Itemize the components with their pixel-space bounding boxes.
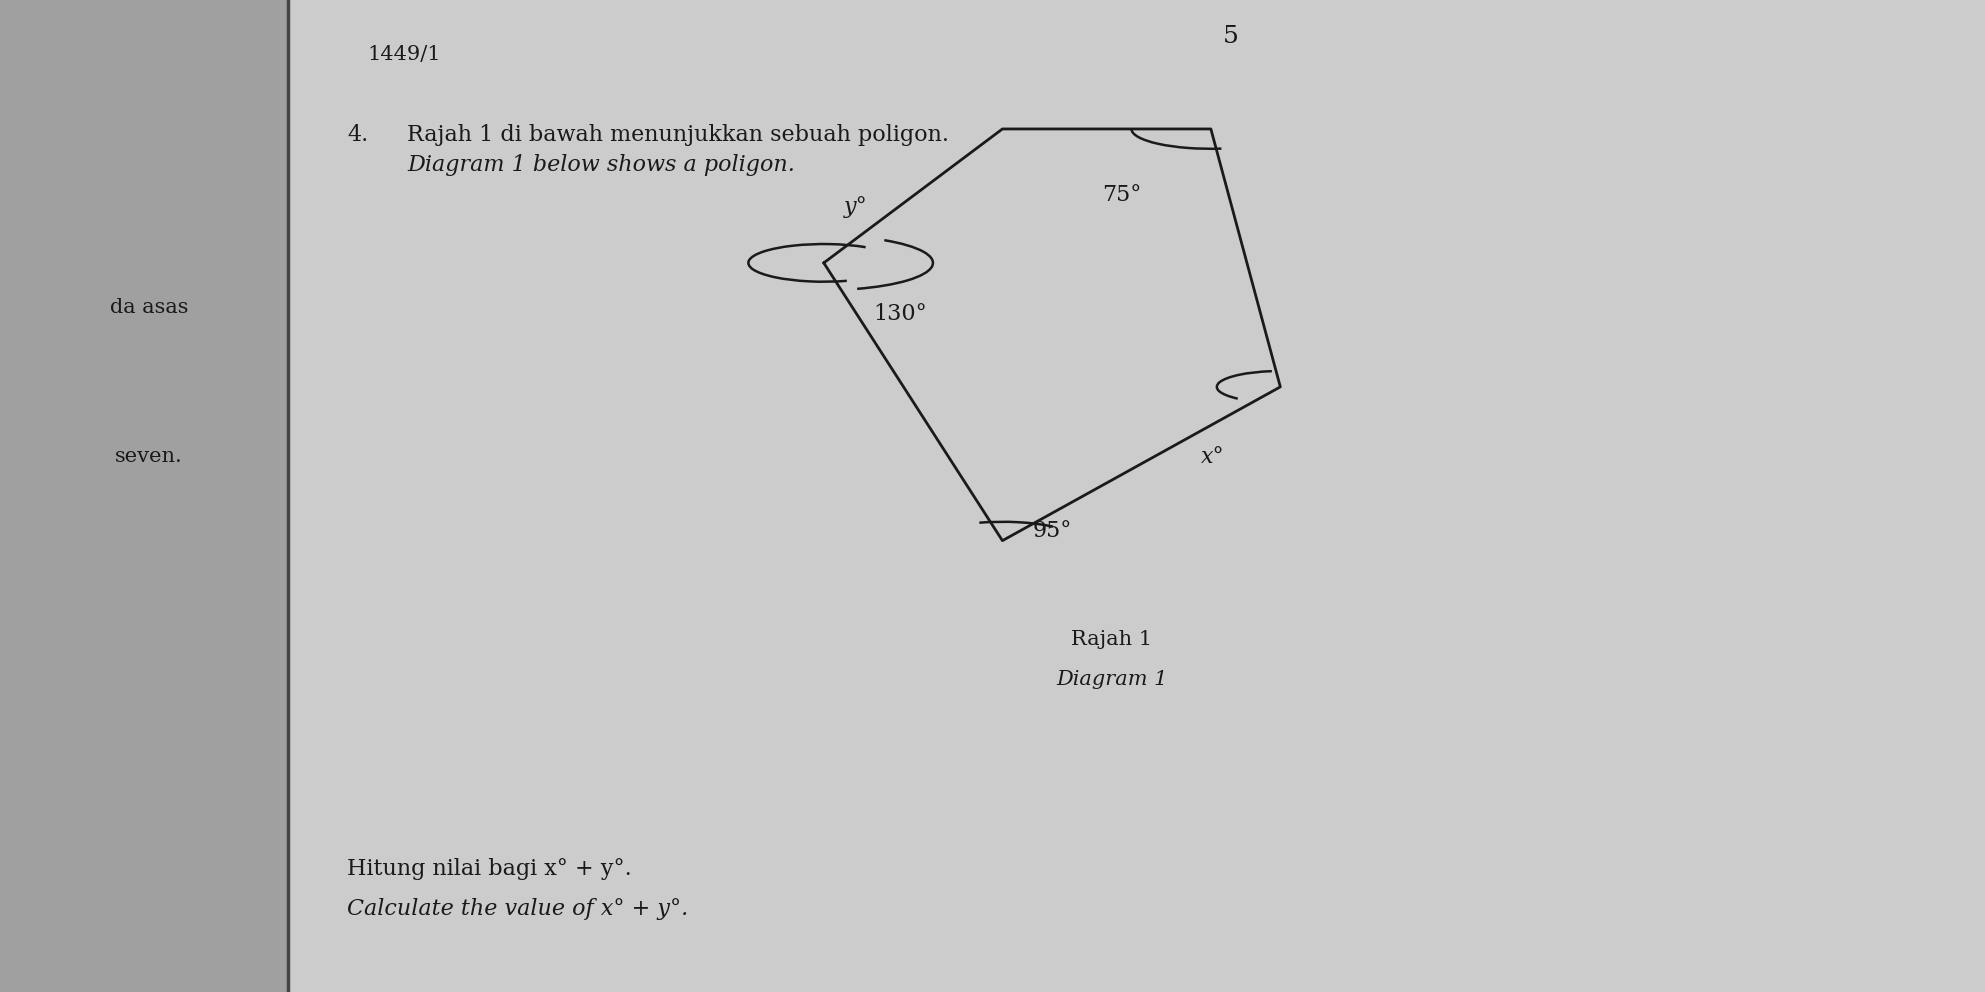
Text: seven.: seven. — [115, 446, 183, 466]
Text: x°: x° — [1201, 446, 1225, 468]
Text: 4.: 4. — [347, 124, 369, 146]
Bar — [0, 0, 288, 992]
Text: Hitung nilai bagi x° + y°.: Hitung nilai bagi x° + y°. — [347, 858, 631, 880]
Text: Calculate the value of x° + y°.: Calculate the value of x° + y°. — [347, 898, 689, 920]
Text: y°: y° — [844, 196, 867, 218]
Text: 1449/1: 1449/1 — [367, 45, 441, 63]
Text: Rajah 1: Rajah 1 — [1072, 630, 1151, 649]
Text: Rajah 1 di bawah menunjukkan sebuah poligon.: Rajah 1 di bawah menunjukkan sebuah poli… — [407, 124, 949, 146]
Text: Diagram 1: Diagram 1 — [1056, 670, 1167, 688]
Text: 5: 5 — [1223, 25, 1239, 48]
Text: 75°: 75° — [1102, 184, 1141, 205]
Text: 95°: 95° — [1032, 520, 1072, 542]
Text: da asas: da asas — [109, 298, 189, 317]
Bar — [288, 0, 1985, 992]
Text: 130°: 130° — [873, 303, 927, 324]
Text: Diagram 1 below shows a poligon.: Diagram 1 below shows a poligon. — [407, 154, 794, 176]
